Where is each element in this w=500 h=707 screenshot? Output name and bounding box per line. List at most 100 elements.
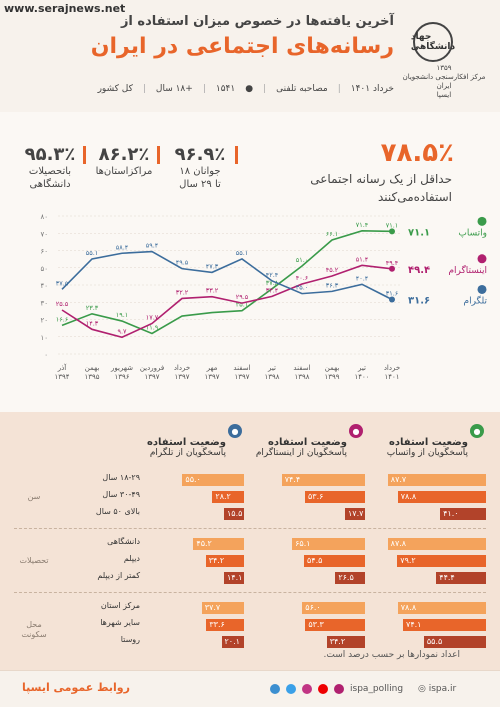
y-tick-label: ۳۰: [40, 299, 48, 307]
end-point: [389, 296, 395, 303]
social-handle[interactable]: ispa_polling: [350, 684, 404, 694]
data-label: ۳۳.۲: [206, 287, 219, 295]
series-line: [61, 250, 393, 301]
y-tick-label: ۰: [44, 351, 48, 359]
meta-sample: ۱۵۴۱: [215, 84, 236, 94]
data-label: ۴۰.۴: [356, 274, 369, 282]
youtube-icon[interactable]: [318, 684, 328, 694]
y-tick-label: ۶۰: [40, 248, 48, 256]
x-tick-label: بهمن: [85, 364, 100, 372]
x-tick-label: ۱۳۹۹: [324, 373, 339, 381]
logo-ispa: ایسپا: [436, 91, 452, 99]
page-title: رسانه‌های اجتماعی در ایران: [90, 34, 394, 59]
data-label: ۳۱.۶: [386, 289, 399, 297]
x-tick-label: ۱۳۹۷: [204, 373, 219, 381]
data-label: ۳۳.۴: [266, 286, 279, 294]
legend-icon: [477, 284, 487, 294]
end-label: ۷۱.۱: [408, 227, 430, 238]
header: www.serajnews.net جهاد دانشگاهی ۱۳۵۹ مرک…: [0, 0, 500, 112]
data-label: ۷۱.۱: [386, 221, 399, 229]
data-label: ۴۲.۴: [266, 271, 279, 279]
logo-caption: ۱۳۵۹ مرکز افکارسنجی دانشجویان ایران ایسپ…: [402, 64, 486, 100]
x-tick-label: شهریور: [110, 364, 133, 372]
data-label: ۵۸.۴: [116, 243, 129, 251]
y-tick-label: ۷۰: [40, 230, 48, 238]
x-tick-label: بهمن: [325, 364, 340, 372]
legend-icon: [477, 216, 487, 226]
x-tick-label: آذر: [57, 363, 67, 372]
data-label: ۳۲.۲: [176, 288, 189, 296]
legend-name: تلگرام: [464, 294, 488, 306]
data-label: ۳۷.۸: [266, 279, 279, 287]
x-tick-label: ۱۳۹۷: [174, 373, 189, 381]
stat-university-label-2: دانشگاهی: [29, 179, 71, 190]
stat-university: ۹۵.۳٪ باتحصیلات دانشگاهی: [14, 144, 86, 191]
x-tick-label: ۱۴۰۰: [354, 373, 369, 381]
footer-title: روابط عمومی ایسپا: [22, 681, 130, 694]
data-label: ۷۱.۴: [356, 221, 369, 229]
x-tick-label: ۱۳۹۴: [54, 373, 69, 381]
y-tick-label: ۴۰: [40, 282, 48, 290]
website-link[interactable]: ◎ ispa.ir: [418, 684, 456, 694]
data-label: ۲۳.۳: [86, 304, 99, 312]
x-tick-label: ۱۳۹۷: [234, 373, 249, 381]
data-label: ۳۶.۳: [326, 281, 339, 289]
x-tick-label: تیر: [267, 364, 276, 372]
data-label: ۴۷.۳: [206, 262, 219, 270]
logo-icon: جهاد دانشگاهی: [410, 22, 456, 62]
footnote: اعداد نمودارها بر حسب درصد است.: [323, 650, 460, 660]
data-label: ۲۵.۱: [236, 301, 249, 309]
x-tick-label: ۱۳۹۵: [84, 373, 99, 381]
logo-year: ۱۳۵۹: [436, 64, 452, 72]
social-links: ispa_polling: [270, 684, 403, 694]
x-tick-label: ۱۴۰۱: [384, 373, 399, 381]
legend-icon: [477, 254, 487, 264]
person-icon: ●: [245, 84, 254, 94]
data-label: ۴۹.۵: [176, 259, 189, 267]
x-tick-label: خرداد: [174, 364, 190, 372]
website-text: ispa.ir: [428, 684, 457, 694]
stat-university-value: ۹۵.۳٪: [24, 144, 76, 165]
y-tick-label: ۵۰: [40, 265, 48, 273]
data-label: ۲۹.۵: [236, 293, 249, 301]
data-label: ۱۹.۱: [116, 311, 129, 319]
x-tick-label: مهر: [206, 364, 218, 372]
instagram-icon[interactable]: [334, 684, 344, 694]
end-label: ۳۱.۶: [408, 295, 430, 306]
logo-text: جهاد دانشگاهی: [410, 32, 456, 52]
stat-university-label-1: باتحصیلات: [28, 166, 72, 177]
main-stat-label: حداقل از یک رسانه اجتماعی استفاده‌می‌کنن…: [292, 170, 452, 206]
telegram-icon[interactable]: [270, 684, 280, 694]
y-tick-label: ۸۰: [40, 213, 48, 221]
twitter-icon[interactable]: [286, 684, 296, 694]
data-label: ۳۵.۰: [296, 284, 309, 292]
main-stat-value: ۷۸.۵٪: [380, 138, 454, 168]
meta-scope: کل کشور: [97, 84, 133, 94]
legend-name: واتساپ: [458, 228, 487, 238]
data-label: ۹.۷: [117, 327, 127, 335]
globe-icon: ◎: [418, 684, 429, 694]
end-point: [389, 265, 395, 272]
meta-age: +۱۸ سال: [155, 84, 193, 94]
data-label: ۳۷.۵: [56, 279, 69, 287]
stat-provinces-label: مراکزاستان‌ها: [95, 166, 153, 177]
stat-youth: ۹۶.۹٪ جوانان ۱۸ تا ۲۹ سال: [162, 144, 238, 191]
data-label: ۶۶.۱: [326, 230, 339, 238]
meta-method: مصاحبه تلفنی: [276, 84, 328, 94]
data-label: ۵۹.۴: [146, 242, 159, 250]
x-tick-label: ۱۳۹۶: [114, 373, 129, 381]
logo-center: مرکز افکارسنجی دانشجویان ایران: [402, 73, 486, 90]
instagram-icon[interactable]: [302, 684, 312, 694]
line-chart: ۰۱۰۲۰۳۰۴۰۵۰۶۰۷۰۸۰آذر۱۳۹۴بهمن۱۳۹۵شهریور۱۳…: [40, 213, 488, 381]
stat-provinces-value: ۸۶.۲٪: [98, 144, 150, 165]
x-tick-label: ۱۳۹۷: [144, 373, 159, 381]
data-label: ۵۱.۴: [356, 255, 369, 263]
survey-meta: خرداد ۱۴۰۱ | مصاحبه تلفنی | ● ۱۵۴۱ | +۱۸…: [97, 84, 394, 94]
stat-youth-value: ۹۶.۹٪: [174, 144, 226, 165]
breakdown-section: [0, 412, 500, 670]
y-tick-label: ۱۰: [40, 334, 48, 342]
data-label: ۴۹.۴: [386, 259, 399, 267]
watermark: www.serajnews.net: [4, 2, 126, 15]
stat-provinces: ۸۶.۲٪ مراکزاستان‌ها: [88, 144, 160, 178]
data-label: ۵۱.۰: [296, 256, 309, 264]
